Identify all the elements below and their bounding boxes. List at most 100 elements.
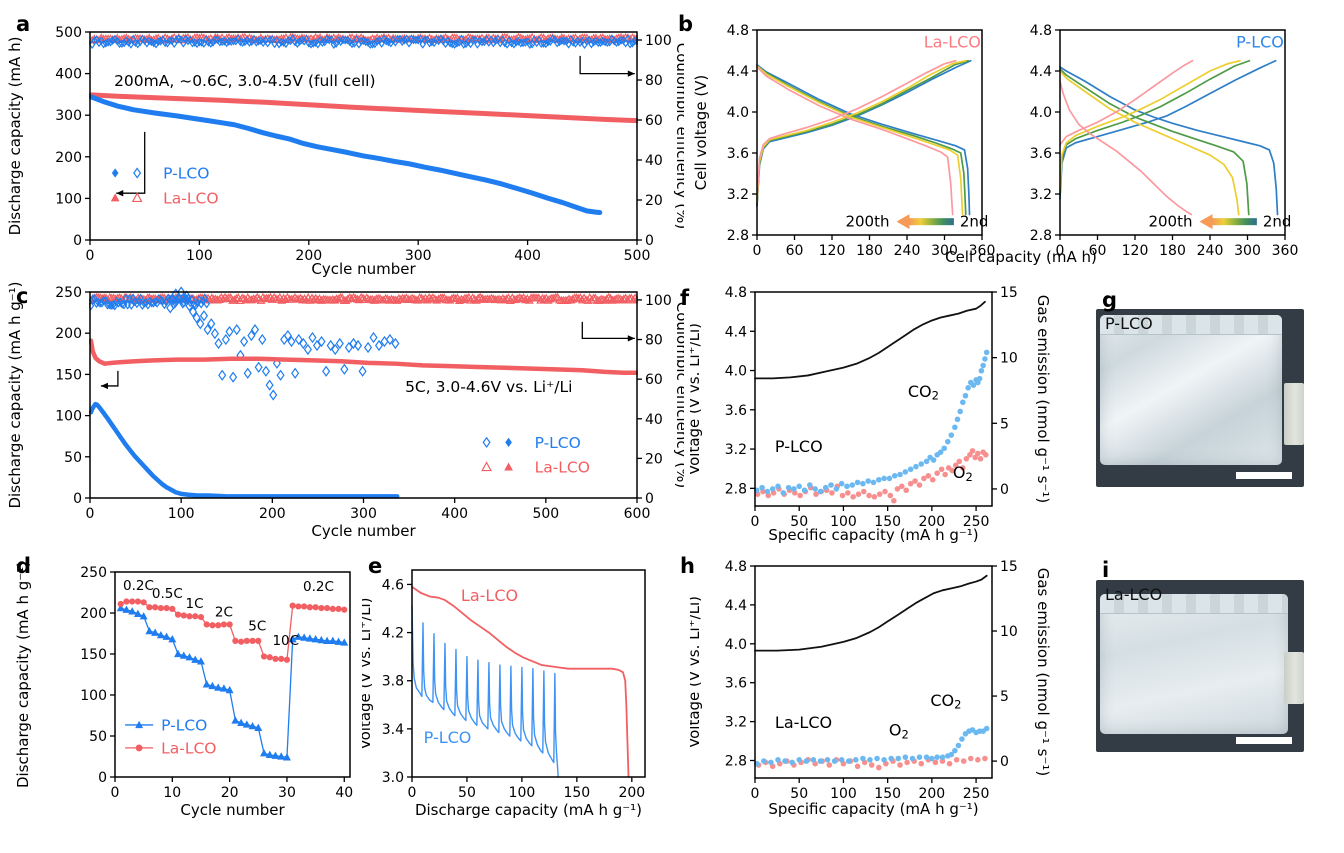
panel-c-chart: 0 100 200 300 400 500 600 0 50 100 150 200 250 0 20 40 6… xyxy=(6,278,691,548)
svg-text:200: 200 xyxy=(295,248,322,264)
svg-text:Discharge capacity (mA h): Discharge capacity (mA h) xyxy=(8,37,24,236)
svg-text:20: 20 xyxy=(221,785,239,801)
svg-text:5C: 5C xyxy=(248,618,266,634)
svg-text:2.8: 2.8 xyxy=(1030,228,1052,244)
svg-text:0: 0 xyxy=(86,506,95,522)
svg-text:3.6: 3.6 xyxy=(725,676,747,692)
svg-text:60: 60 xyxy=(1089,243,1107,259)
svg-text:200: 200 xyxy=(55,150,82,166)
svg-text:3.2: 3.2 xyxy=(725,442,747,458)
svg-text:10: 10 xyxy=(163,785,181,801)
svg-text:100: 100 xyxy=(168,506,195,522)
svg-text:50: 50 xyxy=(64,450,82,466)
svg-text:0.5C: 0.5C xyxy=(152,586,183,602)
svg-text:P-LCO: P-LCO xyxy=(424,728,472,747)
pouch-label-la-lco: La-LCO xyxy=(1105,585,1163,604)
svg-text:3.8: 3.8 xyxy=(382,674,404,690)
svg-text:150: 150 xyxy=(874,514,901,530)
svg-text:300: 300 xyxy=(405,248,432,264)
panel-f-plot: 0 50 100 150 200 250 2.8 3.2 3.6 4.0 4.4 4.8 0 5 10 15 S… xyxy=(685,285,1052,544)
svg-text:20: 20 xyxy=(645,451,663,467)
svg-text:2.8: 2.8 xyxy=(725,753,747,769)
panel-c-letter: c xyxy=(16,284,29,308)
svg-text:200: 200 xyxy=(259,506,286,522)
panel-b-letter: b xyxy=(678,12,694,36)
svg-text:200mA, ~0.6C, 3.0-4.5V (full c: 200mA, ~0.6C, 3.0-4.5V (full cell) xyxy=(114,72,375,90)
svg-text:Voltage (V vs. Li⁺/Li): Voltage (V vs. Li⁺/Li) xyxy=(362,597,374,749)
svg-text:2.8: 2.8 xyxy=(725,481,747,497)
svg-text:Cell voltage (V): Cell voltage (V) xyxy=(692,75,710,191)
svg-text:0: 0 xyxy=(751,786,760,802)
panel-e-chart: 0 50 100 150 200 3.0 3.4 3.8 4.2 4.6 Discharge cap… xyxy=(356,548,692,852)
svg-text:4.0: 4.0 xyxy=(727,105,749,121)
svg-text:500: 500 xyxy=(55,25,82,41)
svg-text:0: 0 xyxy=(73,491,82,507)
svg-text:200: 200 xyxy=(80,606,107,622)
svg-text:La-LCO: La-LCO xyxy=(161,739,216,757)
svg-text:50: 50 xyxy=(790,514,808,530)
svg-text:300: 300 xyxy=(350,506,377,522)
panel-a-letter: a xyxy=(16,12,31,36)
svg-text:4.0: 4.0 xyxy=(725,637,747,653)
svg-text:4.4: 4.4 xyxy=(727,64,749,80)
svg-text:0: 0 xyxy=(1000,482,1009,498)
svg-text:100: 100 xyxy=(645,293,672,309)
svg-text:4.8: 4.8 xyxy=(725,285,747,301)
svg-text:4.8: 4.8 xyxy=(725,559,747,575)
svg-text:300: 300 xyxy=(931,243,958,259)
svg-text:100: 100 xyxy=(509,785,536,801)
panel-h-letter: h xyxy=(680,554,695,578)
svg-text:4.0: 4.0 xyxy=(725,364,747,380)
svg-text:200: 200 xyxy=(918,786,945,802)
svg-text:240: 240 xyxy=(894,243,921,259)
svg-text:Cycle number: Cycle number xyxy=(311,260,416,278)
svg-text:3.6: 3.6 xyxy=(1030,146,1052,162)
svg-text:150: 150 xyxy=(80,647,107,663)
panel-h-plot: 0 50 100 150 200 250 2.8 3.2 3.6 4.0 4.4 4.8 0 5 10 15 S… xyxy=(685,559,1052,818)
svg-text:5C, 3.0-4.6V vs. Li⁺/Li: 5C, 3.0-4.6V vs. Li⁺/Li xyxy=(405,378,572,396)
svg-text:O2: O2 xyxy=(953,463,973,484)
svg-text:4.8: 4.8 xyxy=(1030,23,1052,39)
svg-text:3.6: 3.6 xyxy=(725,403,747,419)
svg-text:4.4: 4.4 xyxy=(725,324,747,340)
svg-text:80: 80 xyxy=(645,333,663,349)
svg-text:100: 100 xyxy=(80,688,107,704)
panel-d-plot: 0 10 20 30 40 0 50 100 150 200 250 Cycle number Disc… xyxy=(14,561,353,819)
svg-text:200: 200 xyxy=(918,514,945,530)
svg-text:Gas emission (nmol g⁻¹ s⁻¹): Gas emission (nmol g⁻¹ s⁻¹) xyxy=(1034,568,1052,777)
svg-text:40: 40 xyxy=(645,412,663,428)
svg-text:5: 5 xyxy=(1000,689,1009,705)
svg-text:3.2: 3.2 xyxy=(1030,187,1052,203)
svg-text:0: 0 xyxy=(645,233,654,249)
svg-text:40: 40 xyxy=(645,153,663,169)
pouch-seal xyxy=(1100,315,1282,335)
svg-text:P-LCO: P-LCO xyxy=(1236,32,1284,51)
svg-text:4.8: 4.8 xyxy=(727,23,749,39)
svg-text:CO2: CO2 xyxy=(930,691,961,712)
svg-text:4.2: 4.2 xyxy=(382,626,404,642)
svg-text:0: 0 xyxy=(753,243,762,259)
panel-f-letter: f xyxy=(680,286,690,310)
svg-text:60: 60 xyxy=(786,243,804,259)
panel-i-letter: i xyxy=(1102,558,1110,582)
svg-text:CO2: CO2 xyxy=(908,382,939,403)
svg-text:400: 400 xyxy=(441,506,468,522)
svg-text:500: 500 xyxy=(532,506,559,522)
svg-text:4.0: 4.0 xyxy=(1030,105,1052,121)
pouch-cell-inflated xyxy=(1100,315,1282,465)
pouch-label-p-lco: P-LCO xyxy=(1105,314,1153,333)
svg-text:0.2C: 0.2C xyxy=(123,578,154,594)
svg-text:100: 100 xyxy=(186,248,213,264)
svg-text:600: 600 xyxy=(624,506,651,522)
svg-text:La-LCO: La-LCO xyxy=(461,586,518,605)
svg-text:2nd: 2nd xyxy=(960,213,989,231)
svg-text:3.2: 3.2 xyxy=(725,715,747,731)
svg-text:10: 10 xyxy=(1000,624,1018,640)
scale-bar xyxy=(1236,737,1292,744)
svg-text:120: 120 xyxy=(819,243,846,259)
svg-text:P-LCO: P-LCO xyxy=(535,434,581,452)
svg-text:Discharge capacity (mA h g⁻¹): Discharge capacity (mA h g⁻¹) xyxy=(8,281,24,508)
panel-b-chart: 0 60 120 180 240 300 360 2.8 3.2 3.6 4.0 4.4 4.8 Cell… xyxy=(668,6,1344,282)
svg-text:Cell capacity (mA h): Cell capacity (mA h) xyxy=(945,248,1097,266)
svg-text:0: 0 xyxy=(751,514,760,530)
